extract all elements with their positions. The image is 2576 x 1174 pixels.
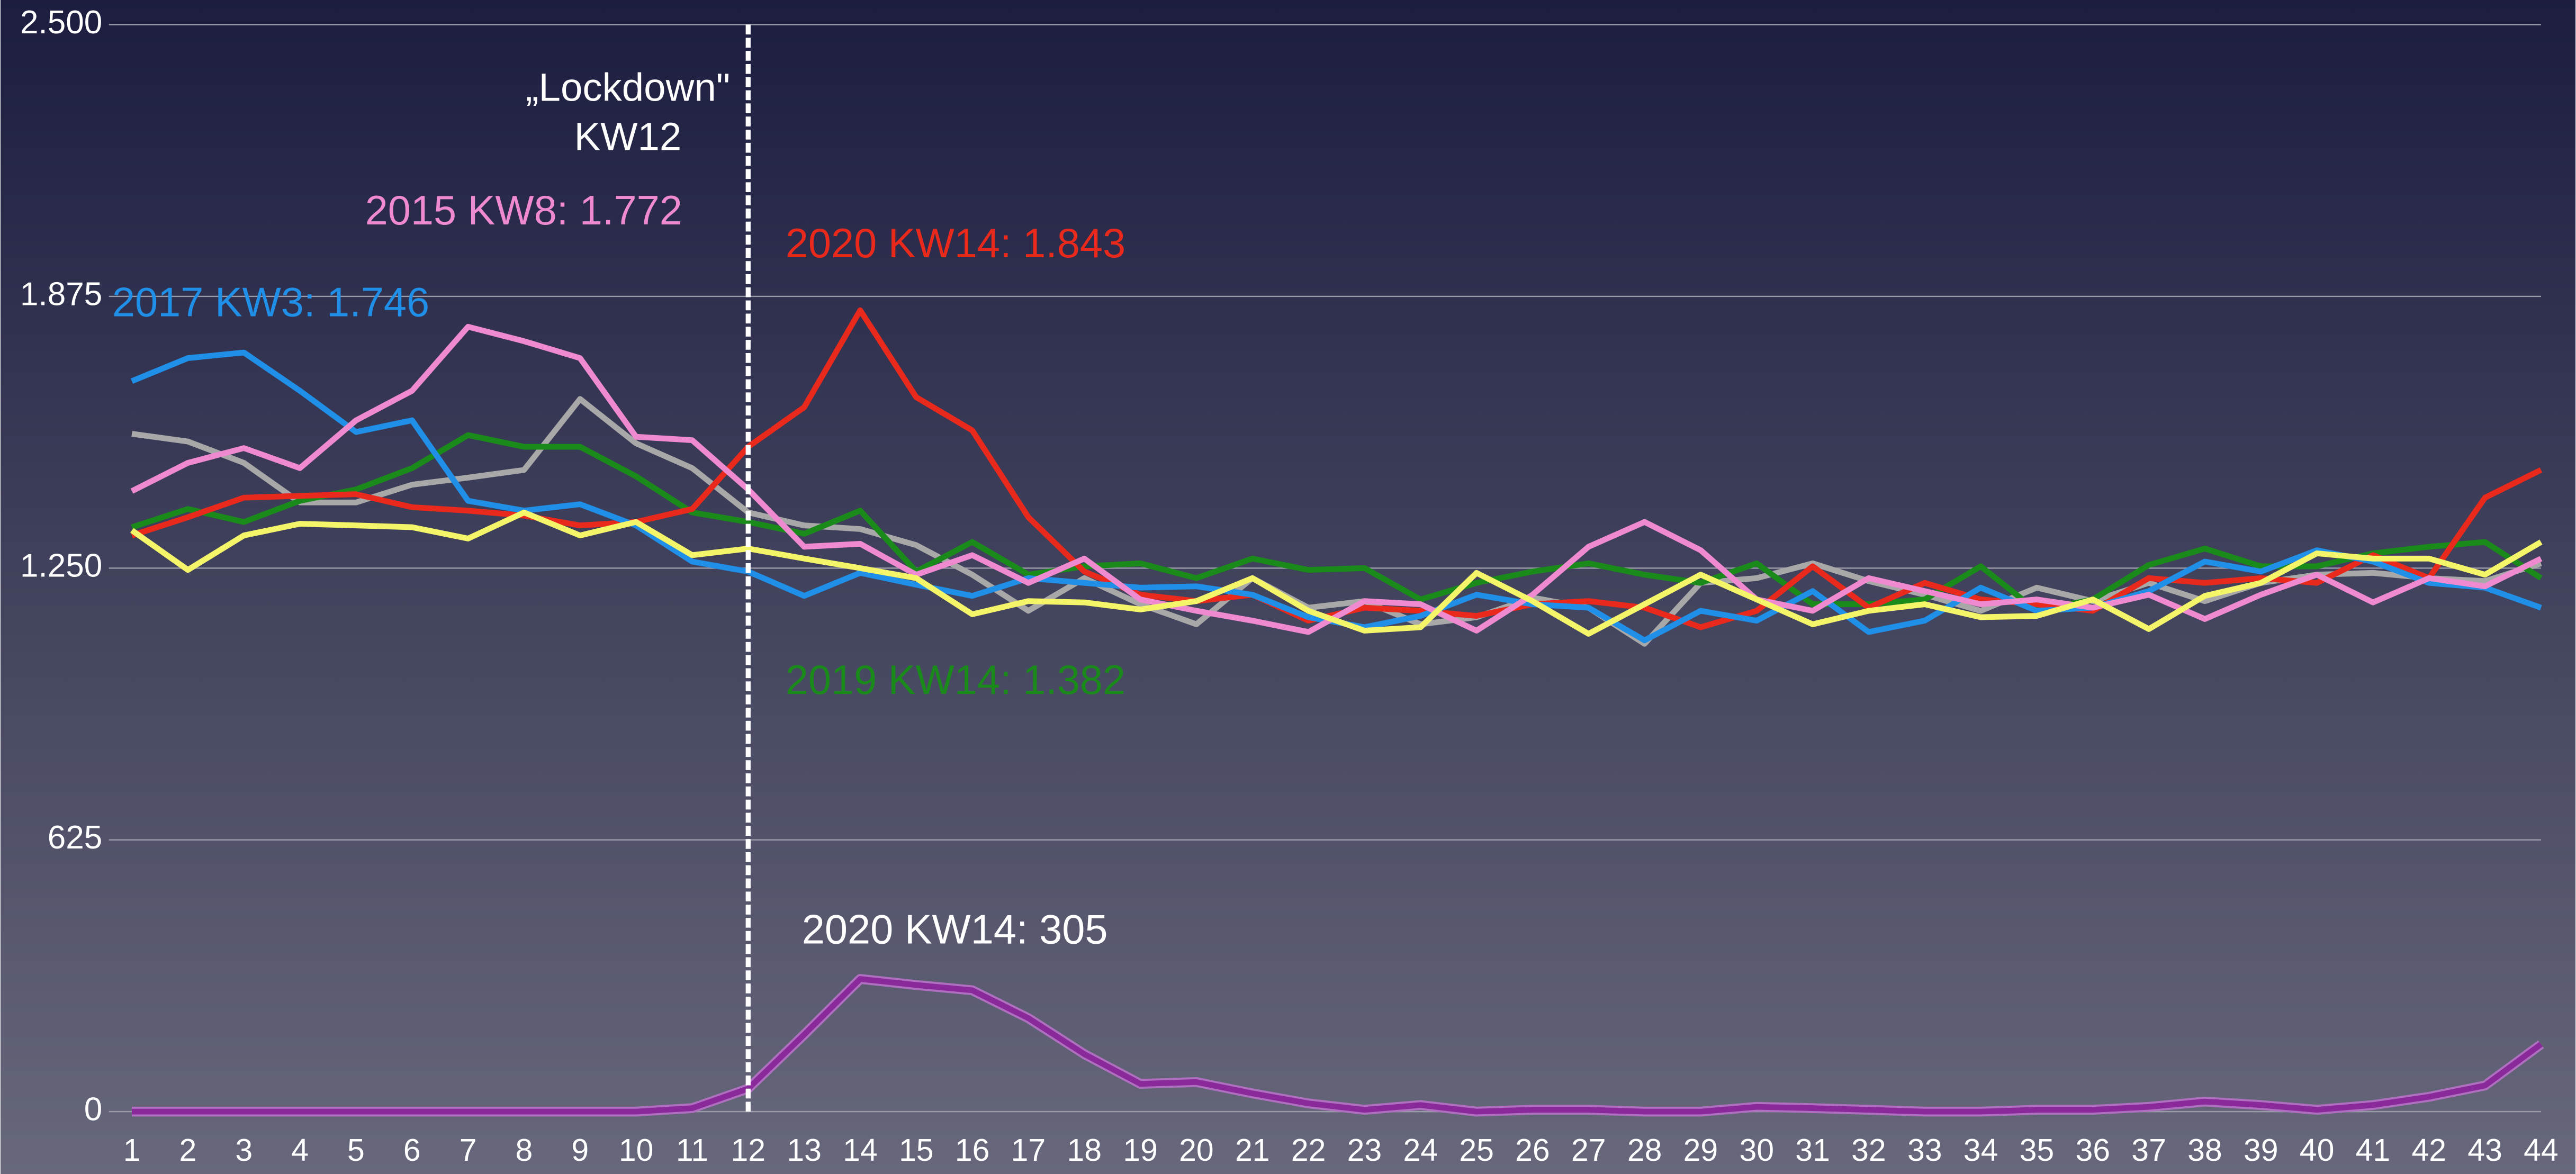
x-tick-label: 19 (1123, 1133, 1158, 1168)
x-tick-label: 32 (1851, 1133, 1886, 1168)
x-tick-label: 43 (2467, 1133, 2502, 1168)
x-tick-label: 25 (1459, 1133, 1494, 1168)
x-tick-label: 23 (1347, 1133, 1382, 1168)
y-tick-label: 1.875 (20, 276, 102, 312)
x-tick-label: 39 (2244, 1133, 2278, 1168)
x-tick-label: 41 (2356, 1133, 2391, 1168)
x-tick-label: 35 (2020, 1133, 2055, 1168)
line (131, 432, 2543, 614)
x-tick-label: 18 (1067, 1133, 1102, 1168)
line (130, 323, 2543, 635)
x-tick-label: 8 (516, 1133, 533, 1168)
x-tick-label: 9 (571, 1133, 589, 1168)
x-tick-label: 36 (2075, 1133, 2110, 1168)
x-tick-label: 20 (1179, 1133, 1214, 1168)
x-tick-label: 30 (1739, 1133, 1774, 1168)
annotation: 2020 KW14: 305 (802, 907, 1108, 952)
x-tick-label: 34 (1963, 1133, 1998, 1168)
x-tick-label: 11 (676, 1133, 708, 1168)
y-tick-label: 1.250 (20, 548, 102, 584)
x-tick-label: 5 (347, 1133, 365, 1168)
x-tick-label: 21 (1235, 1133, 1270, 1168)
vline-label: „Lockdown" (526, 65, 730, 109)
x-tick-label: 7 (460, 1133, 477, 1168)
y-tick-label: 0 (84, 1091, 103, 1128)
x-tick-label: 3 (235, 1133, 253, 1168)
x-tick-label: 29 (1683, 1133, 1718, 1168)
x-tick-label: 4 (291, 1133, 309, 1168)
x-tick-label: 14 (843, 1133, 878, 1168)
x-tick-label: 6 (403, 1133, 421, 1168)
x-tick-label: 37 (2131, 1133, 2166, 1168)
x-tick-label: 28 (1627, 1133, 1662, 1168)
x-tick-label: 1 (123, 1133, 141, 1168)
annotation: 2020 KW14: 1.843 (786, 221, 1125, 266)
x-tick-label: 42 (2411, 1133, 2446, 1168)
x-tick-label: 2 (179, 1133, 197, 1168)
x-tick-label: 17 (1011, 1133, 1046, 1168)
x-tick-label: 12 (731, 1133, 766, 1168)
line (132, 976, 2543, 1115)
x-tick-label: 26 (1515, 1133, 1550, 1168)
x-tick-label: 38 (2187, 1133, 2222, 1168)
x-tick-label: 13 (787, 1133, 822, 1168)
annotation: 2017 KW3: 1.746 (112, 279, 429, 325)
x-tick-label: 24 (1403, 1133, 1438, 1168)
x-tick-label: 31 (1795, 1133, 1830, 1168)
x-tick-label: 10 (619, 1133, 654, 1168)
y-tick-label: 2.500 (20, 4, 102, 41)
x-tick-label: 40 (2300, 1133, 2335, 1168)
x-tick-label: 27 (1571, 1133, 1606, 1168)
x-tick-label: 22 (1291, 1133, 1326, 1168)
annotation: 2019 KW14: 1.382 (786, 657, 1125, 703)
line (130, 509, 2543, 637)
x-tick-label: 33 (1907, 1133, 1942, 1168)
x-tick-label: 16 (955, 1133, 990, 1168)
vline-label: KW12 (574, 114, 682, 158)
x-tick-label: 44 (2524, 1133, 2559, 1168)
annotation: 2015 KW8: 1.772 (365, 188, 682, 233)
x-tick-label: 15 (899, 1133, 934, 1168)
y-tick-label: 625 (48, 819, 102, 856)
